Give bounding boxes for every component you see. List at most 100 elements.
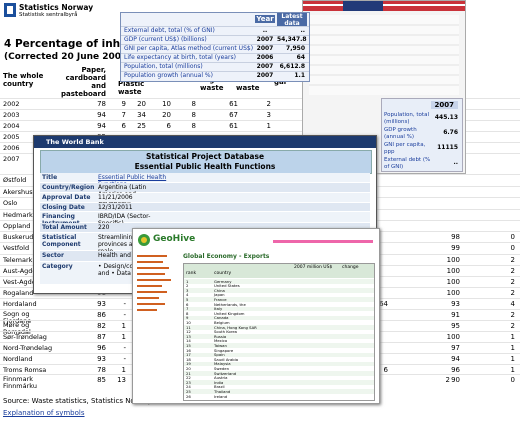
cell-value: 93 [451, 300, 460, 308]
row-line [121, 44, 309, 45]
nav-bar [273, 240, 373, 243]
value: 64 [296, 54, 305, 61]
wb-right-box: 2007 Population, total (millions) 445.13 G… [381, 98, 463, 172]
cell-value: 67 [229, 111, 238, 119]
cell-value: 0 [510, 233, 515, 241]
rank: 20 [186, 365, 191, 371]
cell-value: 2 [510, 289, 515, 297]
row-bg [184, 315, 374, 321]
row-label: Hordaland [3, 300, 37, 308]
rank: 16 [186, 347, 191, 353]
country: Belgium [214, 319, 230, 325]
rank: 21 [186, 370, 191, 376]
field-label: Closing Date [42, 204, 85, 211]
cell-value: 100 [446, 267, 460, 275]
row-label: Sogn og Fjordane [3, 310, 32, 325]
cell-value: - [123, 355, 126, 363]
country: Ireland [214, 393, 228, 399]
row-label: Oslo [3, 199, 18, 207]
geohive-icon [138, 234, 150, 246]
popup-title: Statistical Project Database [145, 152, 265, 161]
cell-value: 34 [137, 111, 146, 119]
rank: 12 [186, 329, 191, 335]
symbols-link[interactable]: Explanation of symbols [3, 409, 85, 417]
row-label: Troms Romsa [3, 366, 47, 374]
cell-value: 61 [229, 100, 238, 108]
country: Netherlands, the [214, 301, 246, 307]
cell-value: 0 [510, 376, 515, 384]
cell-value: 8 [191, 100, 196, 108]
country: Spain [214, 352, 225, 358]
row-line [121, 71, 309, 72]
cell-value: 20 [162, 111, 171, 119]
header: gar [274, 78, 288, 86]
header: Year [255, 15, 275, 23]
brand: The World Bank [46, 138, 104, 146]
row-label: 2007 [3, 155, 20, 163]
cell-value: 100 [446, 278, 460, 286]
rank: 14 [186, 338, 191, 344]
cell-value: - [123, 300, 126, 308]
indicator: GDP (current US$) (billions) [124, 36, 207, 43]
rank: 3 [186, 287, 189, 293]
row-bg [184, 325, 374, 330]
data-grid-texture [309, 15, 459, 95]
row-label: Aust-Agder [3, 267, 40, 275]
row-bg [184, 348, 374, 353]
indicator: Population, total (millions) [124, 63, 203, 70]
ssb-logo-sub: Statistisk sentralbyrå [19, 12, 78, 18]
header: Plastic waste [118, 80, 145, 96]
row-label: Vest-Agder [3, 278, 39, 286]
row-bg [184, 343, 374, 348]
row-label: Telemark [3, 256, 33, 264]
country: China, Hong Kong SAR [214, 324, 257, 330]
cell-value: 0 [510, 244, 515, 252]
year: 2007 [430, 101, 458, 109]
value: 1.1 [294, 72, 305, 79]
year: 2007 [256, 45, 274, 52]
cell-value: 95 [451, 322, 460, 330]
row-bg [40, 203, 370, 211]
field-label: Title [42, 174, 58, 181]
cell-value: 7 [121, 111, 126, 119]
row-label: Østfold [3, 176, 27, 184]
rank: 26 [186, 393, 191, 399]
country: South Korea [214, 329, 238, 335]
cell-value: 20 [137, 100, 146, 108]
row-bg [184, 338, 374, 344]
header: Latest data [277, 13, 307, 27]
wb-small-table: Year Latest data External debt, total (%… [120, 12, 310, 82]
cell-value: 1 [121, 333, 126, 341]
rank: 17 [186, 352, 191, 358]
country: Saudi Arabia [214, 356, 239, 362]
row-line [0, 109, 520, 110]
year: .. [262, 27, 268, 34]
country: Canada [214, 315, 229, 321]
value: .. [453, 159, 458, 166]
cell-value: 2 [445, 376, 450, 384]
cell-value: 64 [379, 300, 388, 308]
country: Taiwan [214, 342, 227, 348]
country: Germany [214, 278, 232, 284]
country: Singapore [214, 347, 234, 353]
rank: 18 [186, 356, 191, 362]
value: 11115 [437, 144, 458, 151]
header: 2007 million US$ [294, 265, 333, 270]
rank: 11 [186, 324, 191, 330]
country: Russia [214, 333, 227, 339]
ssb-subtitle: (Corrected 20 June 2008 at 11 [4, 52, 157, 62]
row-line [0, 131, 520, 132]
field-label: Approval Date [42, 194, 91, 201]
row-line [121, 26, 309, 27]
cell-value: 10 [162, 100, 171, 108]
value: .. [300, 27, 305, 34]
cell-value: 86 [97, 311, 106, 319]
country: Malaysia [214, 361, 231, 367]
country: Austria [214, 375, 228, 381]
row-bg [184, 352, 374, 358]
rank: 19 [186, 361, 191, 367]
wb-right-page: 2007 Population, total (millions) 445.13 G… [302, 0, 466, 174]
row-line [121, 62, 309, 63]
cell-value: 2 [510, 311, 515, 319]
rank: 7 [186, 306, 189, 312]
